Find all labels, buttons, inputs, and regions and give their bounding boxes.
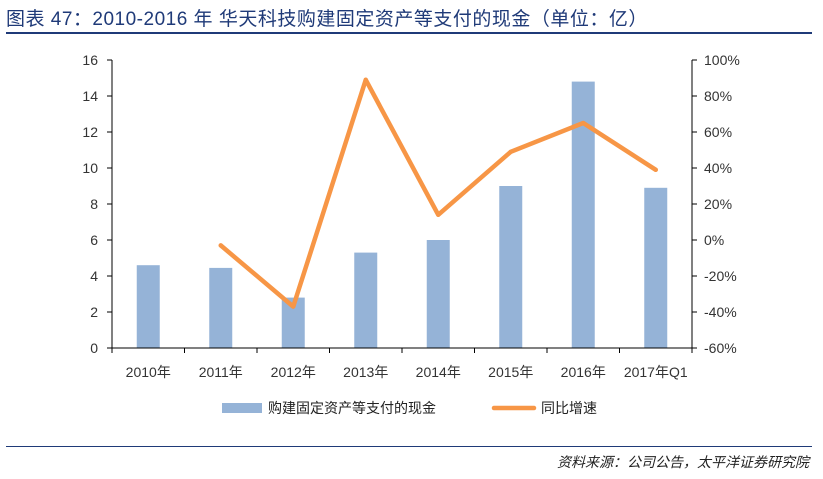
growth-point-3	[363, 77, 368, 82]
bar-6	[571, 81, 595, 348]
axes-group: 0 2 4 6 8 10 12 14 16 -60% -40% -20% 0% 20% 40% 60% 80% 1…	[82, 52, 739, 380]
right-tick-label-6: 60%	[704, 124, 732, 140]
legend-bar-label: 购建固定资产等支付的现金	[268, 400, 436, 416]
right-tick-label-5: 40%	[704, 160, 732, 176]
bar-4	[426, 240, 450, 348]
growth-point-7	[653, 167, 658, 172]
left-tick-label-1: 2	[90, 304, 98, 320]
right-tick-label-2: -20%	[704, 268, 737, 284]
figure-title: 图表 47：2010-2016 年 华天科技购建固定资产等支付的现金（单位：亿）	[6, 9, 648, 30]
x-tick-label-3: 2013年	[343, 364, 388, 380]
source-note: 资料来源：公司公告，太平洋证券研究院	[557, 454, 809, 470]
left-tick-label-2: 4	[90, 268, 98, 284]
growth-point-6	[581, 121, 586, 125]
left-tick-label-8: 16	[82, 52, 98, 68]
right-tick-label-1: -40%	[704, 304, 737, 320]
growth-point-5	[508, 149, 513, 154]
legend-bar-swatch	[222, 403, 262, 413]
right-tick-label-4: 20%	[704, 196, 732, 212]
legend-group: 购建固定资产等支付的现金 同比增速	[222, 400, 597, 416]
left-tick-label-6: 12	[82, 124, 98, 140]
x-tick-label-2: 2012年	[271, 364, 316, 380]
bars-group	[136, 81, 668, 348]
bar-1	[209, 267, 233, 348]
bar-2	[281, 297, 305, 348]
title-divider	[6, 32, 812, 34]
x-tick-label-4: 2014年	[416, 364, 461, 380]
x-tick-label-7: 2017年Q1	[624, 364, 688, 380]
legend-line-label: 同比增速	[541, 400, 597, 416]
left-tick-label-5: 10	[82, 160, 98, 176]
x-tick-label-5: 2015年	[488, 364, 533, 380]
left-tick-label-7: 14	[82, 88, 98, 104]
right-tick-label-3: 0%	[704, 232, 724, 248]
bar-5	[499, 186, 523, 348]
right-tick-label-7: 80%	[704, 88, 732, 104]
bar-7	[644, 187, 668, 348]
footer-divider	[6, 446, 812, 447]
bar-3	[354, 252, 378, 348]
x-tick-label-6: 2016年	[561, 364, 606, 380]
right-tick-label-0: -60%	[704, 340, 737, 356]
growth-point-4	[436, 212, 441, 217]
bar-0	[136, 265, 160, 348]
left-tick-label-0: 0	[90, 340, 98, 356]
growth-point-2	[291, 304, 296, 309]
left-tick-label-4: 8	[90, 196, 98, 212]
x-tick-label-1: 2011年	[199, 364, 243, 380]
chart-area: 0 2 4 6 8 10 12 14 16 -60% -40% -20% 0% 20% 40% 60% 80% 1…	[82, 52, 739, 416]
growth-point-1	[218, 243, 223, 248]
right-tick-label-8: 100%	[704, 52, 740, 68]
left-tick-label-3: 6	[90, 232, 98, 248]
x-tick-label-0: 2010年	[126, 364, 171, 380]
line-group	[218, 77, 658, 309]
